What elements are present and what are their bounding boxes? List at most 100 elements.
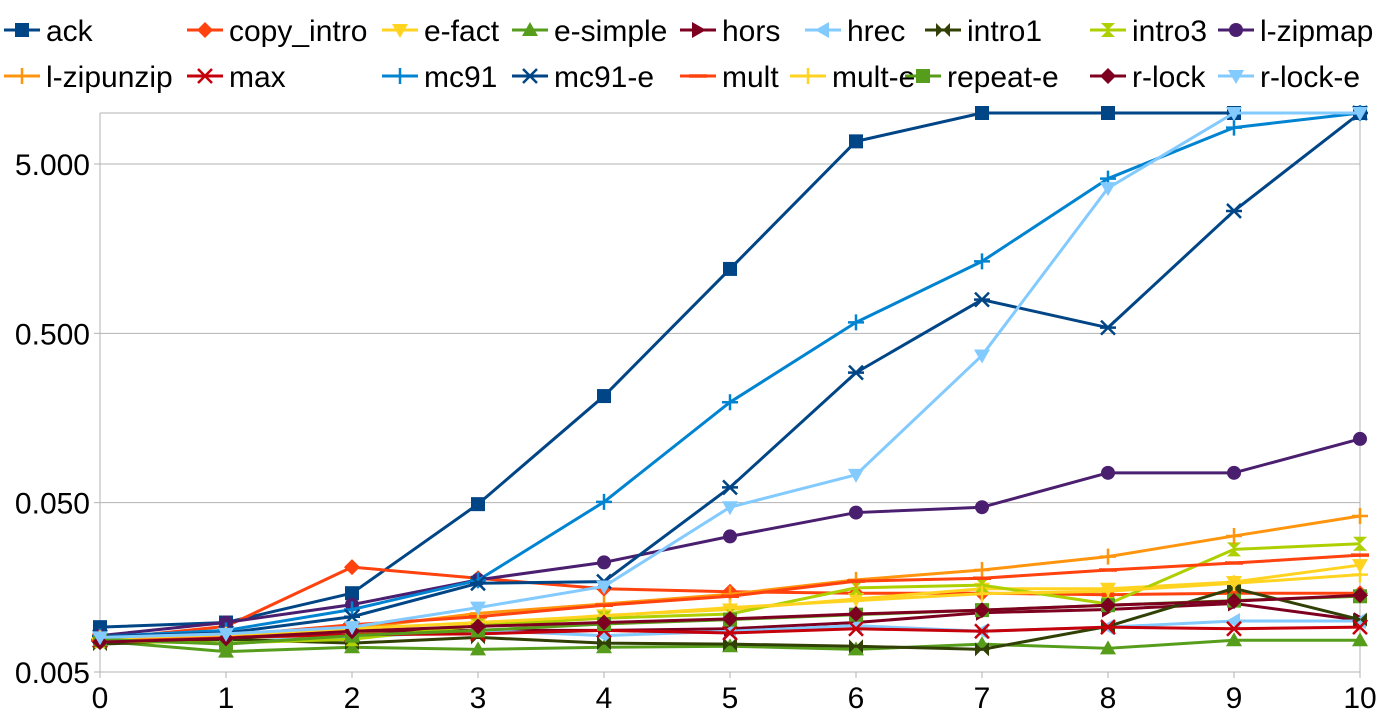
legend-label-copy-intro: copy_intro [229,15,367,48]
data-point-e-simple [848,641,864,656]
data-point-mc91-e [974,291,990,308]
data-point-r-lock [974,602,990,619]
data-point-l-zipmap [1227,465,1241,480]
data-point-ack [975,106,989,120]
data-point-r-lock-e [722,501,738,516]
x-tick-label: 2 [344,682,361,715]
x-tick-label: 6 [848,682,865,715]
data-point-e-simple [596,639,612,654]
data-point-r-lock [1100,597,1116,614]
data-point-ack [849,134,863,149]
legend-label-e-fact: e-fact [424,15,500,48]
data-point-e-simple [1226,632,1242,647]
data-point-intro1 [597,636,611,651]
data-point-l-zipmap [1101,465,1115,480]
data-point-r-lock-e [848,468,864,483]
data-point-mult-e [848,592,864,609]
legend-item-e-simple: e-simple [512,15,667,48]
legend-label-mult: mult [722,61,779,94]
data-point-l-zipunzip [1100,548,1116,565]
data-point-r-lock-e [470,601,486,616]
legend-item-repeat-e: repeat-e [905,61,1059,94]
data-point-mult-e [1226,575,1242,592]
legend-swatch-marker [392,68,408,84]
data-point-intro1 [975,642,989,657]
legend-item-mult: mult [680,61,779,94]
data-point-r-lock-e [92,631,108,646]
data-point-max [1100,619,1116,636]
data-point-ack [597,389,611,404]
legend-item-ack: ack [4,15,94,48]
data-point-r-lock-e [344,621,360,636]
legend-item-mult-e: mult-e [790,61,915,94]
series-line-ack [99,111,1360,629]
legend-label-r-lock-e: r-lock-e [1260,61,1360,94]
data-point-l-zipunzip [974,562,990,579]
data-point-ack [345,586,359,601]
legend-swatch-marker [692,22,706,38]
x-tick-label: 3 [470,682,487,715]
data-point-r-lock-e [596,580,612,595]
legend: ack copy_intro e-fact e-simple hors hrec intro… [4,15,1373,94]
legend-item-mc91: mc91 [382,61,497,94]
legend-swatch-marker [197,22,213,38]
legend-label-mult-e: mult-e [832,61,915,94]
data-point-ack [471,497,485,512]
data-point-l-zipunzip [1226,527,1242,544]
x-tick-label: 1 [218,682,235,715]
data-point-mc91-e [1226,203,1242,219]
legend-item-hors: hors [680,15,780,48]
y-tick-label: 0.500 [15,318,90,351]
data-point-mc91-e [848,364,864,381]
data-point-max [848,620,864,637]
legend-swatch-marker [800,68,816,84]
data-point-r-lock-e [1100,182,1116,197]
legend-item-l-zipunzip: l-zipunzip [4,61,173,94]
legend-label-max: max [229,61,286,94]
x-tick-label: 0 [92,682,109,715]
legend-label-e-simple: e-simple [554,15,667,48]
legend-label-hors: hors [722,15,780,48]
series-line-r-lock-e [99,111,1360,639]
x-tick-label: 10 [1343,682,1376,715]
legend-label-l-zipunzip: l-zipunzip [46,61,173,94]
legend-label-hrec: hrec [847,15,905,48]
data-point-l-zipmap [1353,431,1367,446]
legend-swatch-marker [15,23,29,37]
x-tick-label: 8 [1100,682,1117,715]
data-point-mc91 [722,394,738,411]
legend-label-r-lock: r-lock [1132,61,1206,94]
data-point-r-lock-e [1226,107,1242,121]
data-point-mc91 [344,601,360,618]
x-tick-label: 5 [722,682,739,715]
data-point-max [1226,620,1242,637]
data-point-max [722,625,738,641]
legend-item-intro1: intro1 [925,15,1042,48]
legend-item-intro3: intro3 [1090,15,1207,48]
data-point-r-lock-e [1352,107,1368,121]
data-point-copy-intro [344,559,360,576]
data-point-mc91 [974,253,990,270]
series-line-mc91 [99,111,1361,639]
data-point-r-lock [1226,593,1242,610]
legend-swatch-marker [1228,70,1244,84]
data-point-mult-e [1100,583,1116,600]
data-point-mc91-e [470,575,486,592]
legend-swatch-marker [14,68,30,84]
data-point-r-lock [470,618,486,635]
legend-swatch-marker [522,22,538,36]
data-point-ack [723,261,737,276]
legend-label-repeat-e: repeat-e [947,61,1059,94]
data-point-r-lock-e [218,627,234,642]
data-point-e-simple [470,641,486,656]
data-point-r-lock-e [974,349,990,364]
data-point-r-lock [848,606,864,623]
data-point-l-zipunzip [1352,508,1368,525]
legend-item-e-fact: e-fact [382,15,500,48]
data-point-l-zipmap [849,505,863,520]
legend-swatch-marker [1101,23,1115,37]
data-point-mc91 [1226,119,1242,136]
series-r-lock-e [92,107,1368,646]
data-point-r-lock [1352,587,1368,604]
y-tick-label: 0.005 [15,657,90,690]
